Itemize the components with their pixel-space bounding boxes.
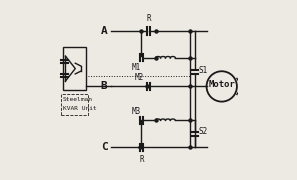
Text: Motor: Motor [208, 80, 235, 89]
Text: R: R [139, 155, 144, 164]
Text: KVAR Unit: KVAR Unit [63, 106, 97, 111]
Text: M1: M1 [131, 63, 140, 72]
Bar [61, 94, 88, 115]
Text: Steelman: Steelman [63, 97, 93, 102]
Text: A: A [101, 26, 108, 36]
Text: C: C [101, 142, 108, 152]
Text: S1: S1 [198, 66, 207, 75]
Bar [63, 47, 86, 90]
Text: S2: S2 [198, 127, 207, 136]
Text: M2: M2 [135, 73, 144, 82]
Text: B: B [101, 81, 108, 91]
Text: M3: M3 [131, 107, 140, 116]
Text: R: R [146, 14, 151, 23]
